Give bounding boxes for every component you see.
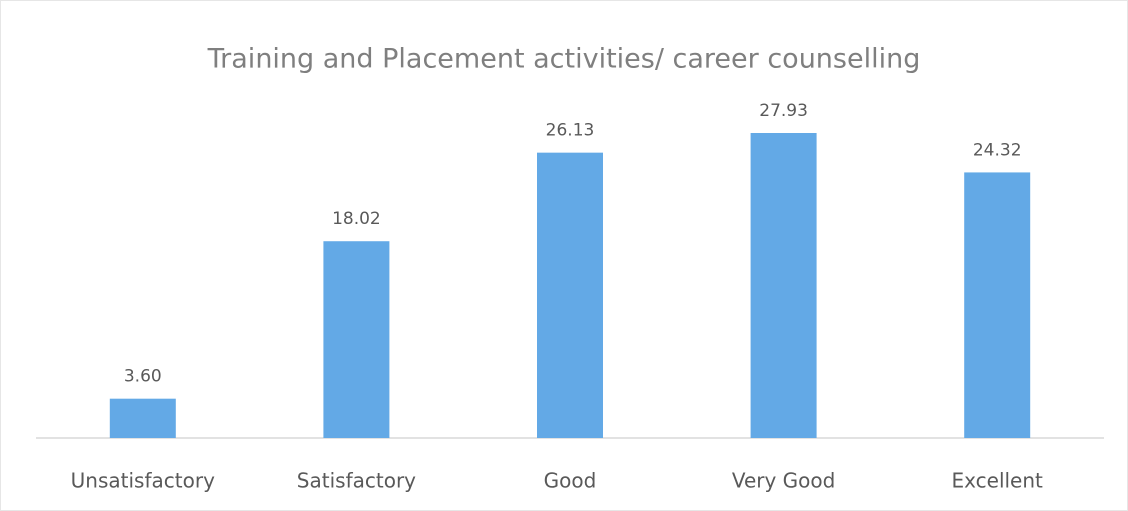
x-tick-label: Very Good (732, 469, 836, 493)
bar (323, 241, 390, 438)
bar (537, 152, 603, 438)
bar (750, 133, 817, 438)
value-label: 27.93 (759, 101, 808, 121)
x-tick-label: Good (544, 469, 597, 493)
value-label: 18.02 (332, 209, 381, 229)
bar (964, 172, 1031, 439)
bar (109, 398, 176, 438)
chart-title: Training and Placement activities/ caree… (207, 44, 921, 75)
value-label: 24.32 (973, 140, 1022, 160)
x-tick-label: Unsatisfactory (71, 469, 215, 493)
value-label: 3.60 (124, 367, 162, 387)
value-label: 26.13 (546, 121, 595, 141)
x-tick-label: Excellent (952, 469, 1044, 493)
x-tick-label: Satisfactory (297, 469, 416, 493)
